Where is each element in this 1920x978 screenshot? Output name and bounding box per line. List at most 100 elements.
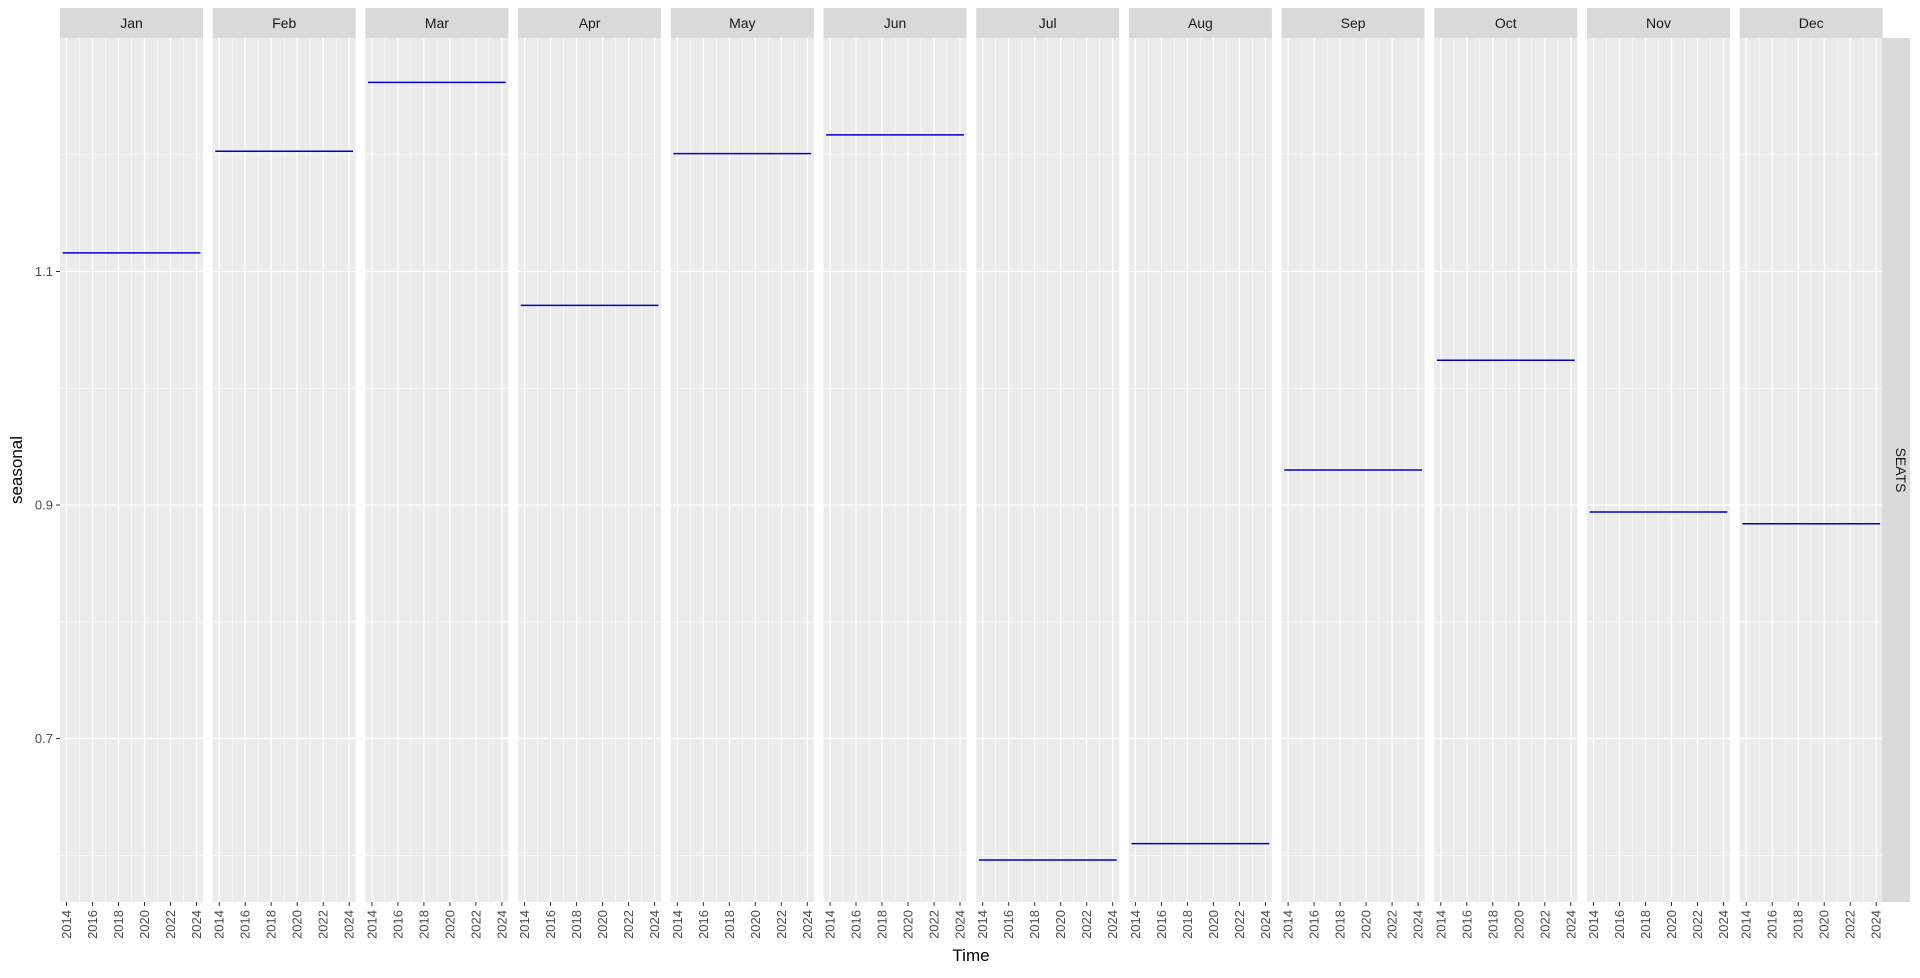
facet-strip-label: Sep [1341,15,1366,31]
x-tick-label: 2020 [901,910,916,939]
facet-strip [1128,8,1272,38]
x-tick-label: 2018 [569,910,584,939]
facet-strip [1739,8,1883,38]
right-strip-bg [1882,38,1910,902]
x-tick-label: 2022 [927,910,942,939]
x-tick-label: 2022 [316,910,331,939]
x-tick-label: 2022 [1079,910,1094,939]
facet-strip [976,8,1120,38]
y-axis-title: seasonal [7,436,26,504]
x-tick-label: 2024 [800,910,815,939]
x-tick-label: 2014 [1433,910,1448,939]
facet-panel-oct: Oct 2014 2016 2018 2020 2022 2024 [1433,8,1578,939]
x-tick-label: 2022 [163,910,178,939]
facet-strip-label: Dec [1799,15,1824,31]
x-tick-label: 2024 [1563,910,1578,939]
facet-strip [670,8,814,38]
x-tick-label: 2018 [722,910,737,939]
facet-strip [60,8,203,38]
x-tick-label: 2020 [1053,910,1068,939]
right-strip: SEATS [1882,38,1910,902]
x-tick-label: 2014 [517,910,532,939]
x-tick-label: 2014 [1739,910,1754,939]
x-tick-label: 2020 [595,910,610,939]
x-tick-label: 2018 [416,910,431,939]
x-tick-label: 2022 [1843,910,1858,939]
x-tick-label: 2020 [290,910,305,939]
facet-panel-apr: Apr 2014 2016 2018 2020 2022 2024 [517,8,662,939]
x-tick-label: 2022 [1690,910,1705,939]
x-tick-label: 2016 [696,910,711,939]
facet-strip [1587,8,1730,38]
facet-panel-nov: Nov 2014 2016 2018 2020 2022 2024 [1586,8,1731,939]
x-tick-label: 2016 [1612,910,1627,939]
x-tick-label: 2018 [111,910,126,939]
y-tick-label: 1.1 [35,264,53,279]
x-tick-label: 2014 [823,910,838,939]
x-tick-label: 2014 [59,910,74,939]
x-tick-label: 2024 [1411,910,1426,939]
x-tick-label: 2016 [1154,910,1169,939]
x-tick-label: 2024 [342,910,357,939]
x-tick-label: 2016 [390,910,405,939]
facet-strip [365,8,509,38]
facet-strip-label: Jul [1039,15,1057,31]
x-tick-label: 2020 [137,910,152,939]
facet-strip-label: May [729,15,755,31]
x-tick-label: 2014 [670,910,685,939]
x-tick-label: 2024 [1869,910,1884,939]
x-tick-label: 2022 [1385,910,1400,939]
x-tick-label: 2020 [1511,910,1526,939]
x-tick-label: 2018 [1791,910,1806,939]
x-tick-label: 2014 [212,910,227,939]
facet-strip [212,8,356,38]
x-tick-label: 2018 [1485,910,1500,939]
facet-strip [518,8,662,38]
facet-strip [1281,8,1425,38]
x-tick-label: 2022 [621,910,636,939]
x-tick-label: 2016 [1307,910,1322,939]
facet-panel-may: May 2014 2016 2018 2020 2022 2024 [670,8,815,939]
x-tick-label: 2016 [543,910,558,939]
facet-panel-jun: Jun 2014 2016 2018 2020 2022 2024 [823,8,968,939]
facet-strip-label: Jun [884,15,907,31]
facet-strip-label: Nov [1646,15,1671,31]
y-tick-label: 0.9 [35,498,53,513]
facet-panel-mar: Mar 2014 2016 2018 2020 2022 2024 [364,8,509,939]
right-strip-label: SEATS [1893,448,1909,493]
x-tick-label: 2018 [875,910,890,939]
x-tick-label: 2024 [647,910,662,939]
facet-panel-jul: Jul 2014 2016 2018 2020 2022 2024 [975,8,1120,939]
x-tick-label: 2014 [364,910,379,939]
x-tick-label: 2014 [1128,910,1143,939]
x-tick-label: 2024 [1716,910,1731,939]
facet-strip-label: Feb [272,15,296,31]
x-tick-label: 2024 [189,910,204,939]
x-tick-label: 2014 [1281,910,1296,939]
x-tick-label: 2016 [1001,910,1016,939]
x-tick-label: 2014 [975,910,990,939]
facet-strip [823,8,967,38]
x-tick-label: 2022 [774,910,789,939]
facet-panel-sep: Sep 2014 2016 2018 2020 2022 2024 [1281,8,1426,939]
facet-panel-jan: Jan 2014 2016 2018 2020 2022 2024 [59,8,204,939]
x-tick-label: 2018 [1333,910,1348,939]
x-tick-label: 2024 [494,910,509,939]
y-tick-label: 0.7 [35,731,53,746]
x-tick-label: 2024 [953,910,968,939]
x-tick-label: 2018 [1180,910,1195,939]
panels-layer: Jan 2014 2016 2018 2020 2022 2024 Feb 2014 2016 20… [59,8,1884,939]
facet-strip-label: Jan [120,15,143,31]
y-axis: 0.7 0.9 1.1 [35,264,60,746]
x-tick-label: 2018 [264,910,279,939]
x-tick-label: 2020 [748,910,763,939]
x-tick-label: 2018 [1638,910,1653,939]
x-tick-label: 2016 [1765,910,1780,939]
facet-strip-label: Aug [1188,15,1213,31]
facet-strip-label: Apr [579,15,601,31]
facet-strip-label: Oct [1495,15,1517,31]
x-tick-label: 2018 [1027,910,1042,939]
x-tick-label: 2016 [85,910,100,939]
